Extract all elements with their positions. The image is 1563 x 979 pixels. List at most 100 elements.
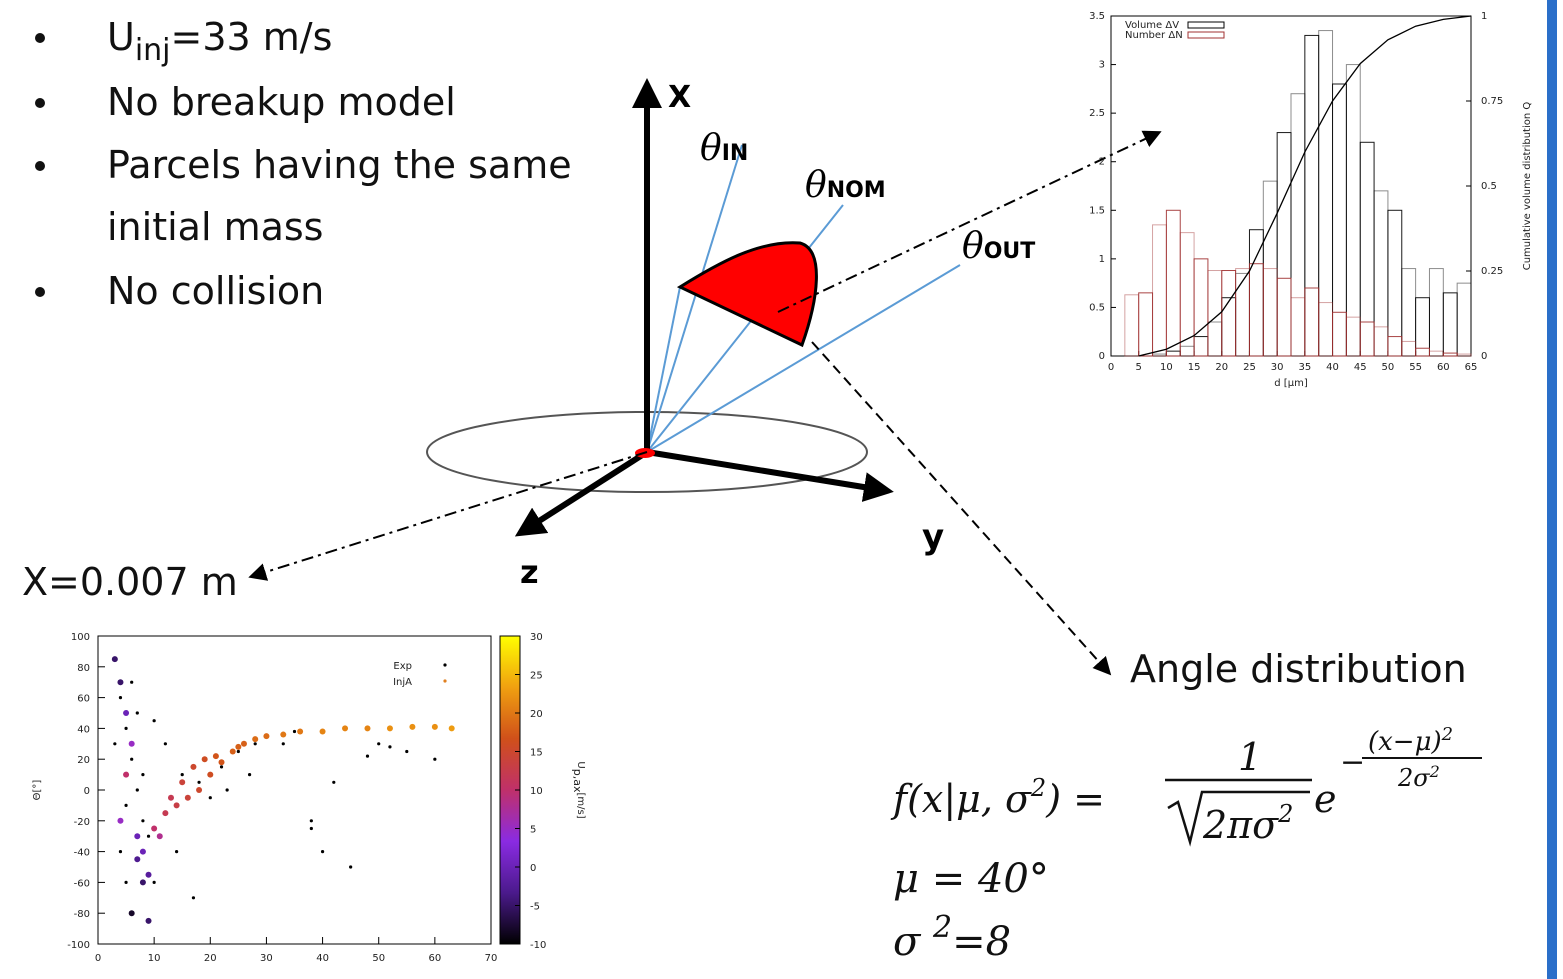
scatter-point [263, 733, 269, 739]
histogram-bar [1429, 351, 1443, 356]
scatter-point [147, 835, 150, 838]
scatter-point [197, 781, 200, 784]
y2-tick-label: 0 [1481, 351, 1487, 362]
histogram-bar [1236, 273, 1250, 356]
angle-label: θNOM [805, 165, 886, 206]
y2-tick-label: 1 [1481, 11, 1487, 22]
scatter-point [130, 681, 133, 684]
formula: f(x|μ, σ2) = [890, 774, 1105, 821]
x-tick-label: 10 [1160, 362, 1173, 373]
y-tick-label: -20 [74, 817, 90, 828]
text-part: inj [135, 33, 171, 68]
legend-label: Number ΔN [1125, 30, 1183, 41]
histogram-bar [1277, 133, 1291, 356]
histogram-bar [1360, 142, 1374, 356]
scatter-point [141, 773, 144, 776]
scatter-point [252, 736, 258, 742]
scatter-point [213, 753, 219, 759]
x-tick-label: 10 [148, 953, 161, 964]
scatter-point [119, 696, 122, 699]
scatter-point [123, 710, 129, 716]
formula: μ = 40° [893, 856, 1049, 902]
text-part: NOM [827, 178, 886, 203]
scatter-point [196, 787, 202, 793]
text-part: No collision [107, 269, 324, 313]
legend-label: InjA [393, 677, 412, 688]
scatter-point [174, 802, 180, 808]
histogram-bar [1388, 210, 1402, 356]
histogram-bar [1291, 94, 1305, 356]
text-part: IN [722, 141, 749, 166]
colorbar-tick-label: 5 [530, 825, 536, 836]
histogram-bar [1249, 230, 1263, 356]
text-part: θ [805, 165, 827, 206]
x-tick-label: 60 [428, 953, 441, 964]
text-part: 2 [1429, 762, 1440, 781]
text-part: =33 m/s [171, 15, 333, 59]
bullet-dot [35, 98, 45, 108]
x-tick-label: 50 [1382, 362, 1395, 373]
scatter-point [254, 742, 257, 745]
scatter-point [449, 725, 455, 731]
histogram-bar [1319, 31, 1333, 356]
text-part: θ [962, 226, 984, 267]
histogram-bar [1153, 225, 1167, 356]
y-tick-label: 0 [1099, 351, 1105, 362]
scatter-point [388, 745, 391, 748]
text-part: p,ax [571, 769, 584, 793]
pointer-lines [250, 132, 1160, 674]
histogram-bar [1457, 283, 1471, 356]
scatter-point [112, 656, 118, 662]
scatter-point [134, 856, 140, 862]
x-tick-label: 70 [485, 953, 498, 964]
scatter-point [237, 750, 240, 753]
formula: 1 [1238, 735, 1262, 779]
histogram-bar [1263, 269, 1277, 356]
histogram-bar [1222, 298, 1236, 356]
histogram-bar [1180, 233, 1194, 356]
scatter-point [349, 865, 352, 868]
scatter-point [119, 850, 122, 853]
scatter-point [117, 818, 123, 824]
x-tick-label: 25 [1243, 362, 1256, 373]
x-tick-label: 20 [204, 953, 217, 964]
scatter-point [129, 910, 135, 916]
y-tick-label: 3.5 [1089, 11, 1105, 22]
spray-cone [680, 243, 816, 345]
colorbar-tick-label: -10 [530, 940, 546, 951]
axis-label: y [922, 517, 944, 557]
scatter-point [405, 750, 408, 753]
formula: 2πσ2 [1202, 800, 1293, 847]
y-tick-label: 40 [77, 724, 90, 735]
bullet-dot [35, 287, 45, 297]
legend-box [1116, 19, 1117, 20]
x-tick-label: 30 [1271, 362, 1284, 373]
colorbar-tick-label: 10 [530, 786, 543, 797]
axis-label: z [520, 553, 539, 591]
scatter-point [141, 819, 144, 822]
scatter-point [153, 881, 156, 884]
text-part: 2 [1277, 800, 1293, 828]
scatter-point [136, 711, 139, 714]
scatter-point [153, 719, 156, 722]
y-tick-label: 0 [84, 786, 90, 797]
scatter-point [241, 741, 247, 747]
colorbar-tick-label: 0 [530, 863, 536, 874]
angle-label: θIN [700, 128, 748, 169]
histogram-bar [1416, 348, 1430, 356]
section-title: Angle distribution [1130, 647, 1467, 691]
x-tick-label: 35 [1298, 362, 1311, 373]
histogram-bar [1443, 353, 1457, 356]
x-tick-label: 60 [1437, 362, 1450, 373]
bullet-text: Uinj=33 m/s [107, 15, 332, 68]
x-axis-label: d [μm] [1274, 378, 1308, 389]
scatter-point [175, 850, 178, 853]
colorbar-tick-label: 15 [530, 748, 543, 759]
text-part: No breakup model [107, 80, 456, 124]
scatter-point [409, 724, 415, 730]
text-part: [m/s] [575, 792, 586, 818]
x-tick-label: 40 [1326, 362, 1339, 373]
scatter-point [140, 849, 146, 855]
histogram-bar [1125, 295, 1139, 356]
scatter-point [366, 755, 369, 758]
